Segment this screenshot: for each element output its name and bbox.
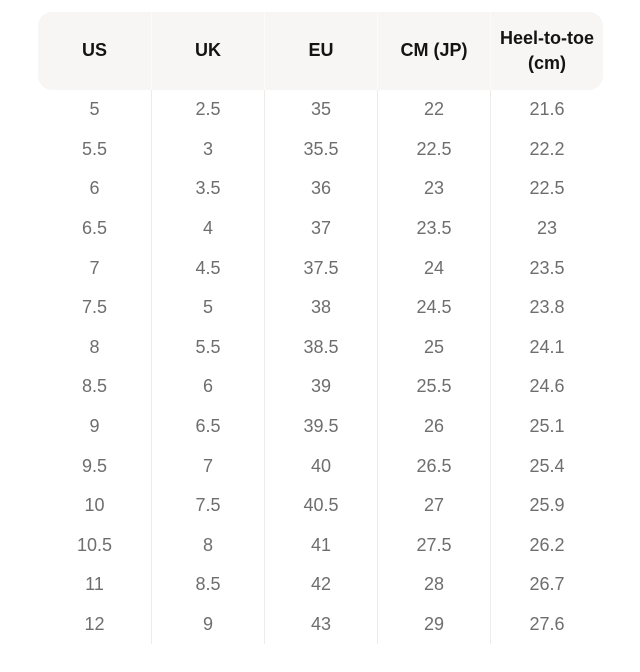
table-cell: 23 [377,169,490,209]
table-row: 11 8.5 42 28 26.7 [38,565,603,605]
table-cell: 43 [264,604,377,645]
table-cell: 35 [264,90,377,130]
table-cell: 22.5 [377,129,490,170]
table-header: US UK EU CM (JP) Heel-to-toe (cm) [38,12,603,90]
table-cell: 10.5 [76,534,113,555]
table-cell: 24.6 [490,367,603,407]
table-row: 10 7.5 40.5 27 25.9 [38,485,603,526]
table-cell: 24 [377,248,490,288]
table-cell: 6.5 [81,218,108,239]
table-cell: 23.5 [377,208,490,249]
table-cell: 7.5 [151,485,264,526]
table-cell: 5.5 [81,138,108,159]
table-cell: 4.5 [151,248,264,288]
table-row: 10.5 8 41 27.5 26.2 [38,525,603,566]
table-row: 5.5 3 35.5 22.5 22.2 [38,129,603,170]
table-row: 7 4.5 37.5 24 23.5 [38,248,603,288]
table-row: 6 3.5 36 23 22.5 [38,169,603,209]
table-cell: 25.4 [490,446,603,486]
table-cell: 2.5 [151,90,264,130]
table-cell: 40.5 [264,485,377,526]
table-cell: 9 [89,416,100,437]
table-body: 5 2.5 35 22 21.6 5.5 3 35.5 22.5 22.2 6 3.5 36 23 22.5… [38,90,603,645]
table-cell: 8.5 [151,565,264,605]
table-cell: 5 [89,99,100,120]
table-cell: 8.5 [81,376,108,397]
table-cell: 35.5 [264,129,377,170]
table-cell: 4 [151,208,264,249]
column-header-heel-to-toe: Heel-to-toe (cm) [490,12,603,90]
table-row: 6.5 4 37 23.5 23 [38,208,603,249]
table-row: 7.5 5 38 24.5 23.8 [38,287,603,328]
table-cell: 8 [151,525,264,566]
table-cell: 11 [85,574,104,595]
table-cell: 28 [377,565,490,605]
table-cell: 37.5 [264,248,377,288]
table-cell: 38.5 [264,327,377,368]
table-cell: 27.6 [490,604,603,645]
table-cell: 9.5 [81,455,108,476]
table-cell: 7 [89,257,100,278]
table-cell: 23.8 [490,287,603,328]
table-row: 9 6.5 39.5 26 25.1 [38,406,603,447]
table-cell: 26.7 [490,565,603,605]
table-row: 5 2.5 35 22 21.6 [38,90,603,130]
table-cell: 26.2 [490,525,603,566]
table-cell: 39 [264,367,377,407]
table-cell: 9 [151,604,264,645]
table-cell: 24.5 [377,287,490,328]
table-cell: 7.5 [81,297,108,318]
table-cell: 3 [151,129,264,170]
table-row: 8 5.5 38.5 25 24.1 [38,327,603,368]
table-cell: 27.5 [377,525,490,566]
table-cell: 12 [84,614,105,635]
table-cell: 39.5 [264,406,377,447]
table-cell: 25.9 [490,485,603,526]
table-cell: 22 [377,90,490,130]
column-header-uk: UK [151,12,264,90]
table-cell: 38 [264,287,377,328]
table-cell: 37 [264,208,377,249]
table-cell: 5.5 [151,327,264,368]
table-cell: 25 [377,327,490,368]
header-row: US UK EU CM (JP) Heel-to-toe (cm) [38,12,603,90]
table-cell: 23 [490,208,603,249]
table-cell: 8 [89,336,100,357]
table-cell: 7 [151,446,264,486]
table-cell: 27 [377,485,490,526]
table-cell: 24.1 [490,327,603,368]
size-conversion-table: US UK EU CM (JP) Heel-to-toe (cm) 5 2.5 35… [38,12,603,645]
table-cell: 23.5 [490,248,603,288]
table-cell: 6 [89,178,100,199]
table-cell: 26.5 [377,446,490,486]
column-header-us: US [38,12,151,90]
table-cell: 10 [84,495,105,516]
table-cell: 6.5 [151,406,264,447]
table-cell: 3.5 [151,169,264,209]
table-row: 8.5 6 39 25.5 24.6 [38,367,603,407]
table-cell: 26 [377,406,490,447]
table-cell: 21.6 [490,90,603,130]
table-cell: 5 [151,287,264,328]
table-cell: 25.5 [377,367,490,407]
table-row: 9.5 7 40 26.5 25.4 [38,446,603,486]
table-cell: 22.2 [490,129,603,170]
table-cell: 36 [264,169,377,209]
table-cell: 22.5 [490,169,603,209]
table-cell: 6 [151,367,264,407]
table-cell: 41 [264,525,377,566]
column-header-eu: EU [264,12,377,90]
table-row: 12 9 43 29 27.6 [38,604,603,645]
table-cell: 29 [377,604,490,645]
table-cell: 42 [264,565,377,605]
table-cell: 25.1 [490,406,603,447]
table-cell: 40 [264,446,377,486]
column-header-cm-jp: CM (JP) [377,12,490,90]
